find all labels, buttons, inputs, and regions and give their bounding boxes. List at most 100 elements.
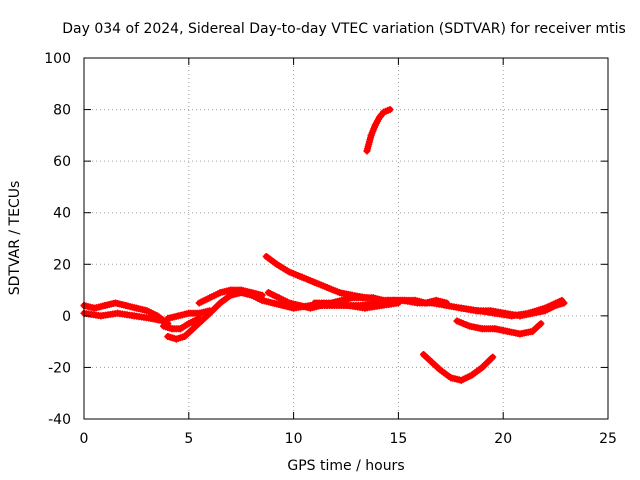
x-tick-label: 15 <box>389 431 407 447</box>
data-point <box>132 304 140 312</box>
grid <box>84 58 608 419</box>
data-point <box>269 299 277 307</box>
data-point <box>168 325 176 333</box>
data-points <box>80 106 568 384</box>
data-point <box>524 309 532 317</box>
data-point <box>447 374 455 382</box>
data-point <box>386 106 394 114</box>
data-point <box>371 121 379 129</box>
y-tick-label: 0 <box>62 309 71 325</box>
data-point <box>285 299 293 307</box>
data-point <box>344 302 352 310</box>
data-point <box>361 304 369 312</box>
data-point <box>384 296 392 304</box>
data-point <box>363 147 371 155</box>
data-point <box>491 325 499 333</box>
data-point <box>428 358 436 366</box>
y-tick-label: 100 <box>44 51 71 67</box>
data-point <box>516 330 524 338</box>
data-point <box>275 294 283 302</box>
data-point <box>336 289 344 297</box>
series-arc-11 <box>363 106 394 155</box>
data-point <box>262 253 270 261</box>
data-point <box>248 289 256 297</box>
data-point <box>474 307 482 315</box>
data-point <box>378 302 386 310</box>
series-arc-4 <box>164 289 298 343</box>
data-point <box>399 296 407 304</box>
data-point <box>143 307 151 315</box>
data-point <box>216 289 224 297</box>
data-point <box>376 113 384 121</box>
data-point <box>537 320 545 328</box>
data-point <box>311 299 319 307</box>
data-point <box>420 351 428 359</box>
x-tick-label: 25 <box>599 431 617 447</box>
data-point <box>195 299 203 307</box>
data-point <box>541 304 549 312</box>
data-point <box>101 302 109 310</box>
data-point <box>160 322 168 330</box>
chart-title: Day 034 of 2024, Sidereal Day-to-day VTE… <box>62 21 626 37</box>
series-arc-5 <box>164 307 214 322</box>
data-point <box>195 309 203 317</box>
data-point <box>457 376 465 384</box>
data-point <box>237 286 245 294</box>
data-point <box>164 332 172 340</box>
data-point <box>478 363 486 371</box>
data-point <box>508 312 516 320</box>
data-point <box>206 307 214 315</box>
data-point <box>558 296 566 304</box>
data-point <box>311 278 319 286</box>
data-point <box>348 294 356 302</box>
y-tick-label: 60 <box>53 154 71 170</box>
x-tick-label: 20 <box>494 431 512 447</box>
data-point <box>216 299 224 307</box>
data-point <box>285 268 293 276</box>
data-point <box>369 294 377 302</box>
data-point <box>359 294 367 302</box>
data-point <box>436 366 444 374</box>
data-point <box>197 317 205 325</box>
data-point <box>172 335 180 343</box>
data-point <box>468 371 476 379</box>
data-point <box>206 294 214 302</box>
data-point <box>111 299 119 307</box>
data-point <box>489 353 497 361</box>
data-point <box>185 320 193 328</box>
series-arc-15 <box>457 296 566 320</box>
data-point <box>380 108 388 116</box>
data-point <box>114 309 122 317</box>
data-point <box>258 291 266 299</box>
data-point <box>97 312 105 320</box>
data-point <box>529 327 537 335</box>
series-arc-14 <box>453 317 545 338</box>
series-line <box>263 253 370 301</box>
data-point <box>290 304 298 312</box>
data-point <box>478 325 486 333</box>
data-point <box>413 299 421 307</box>
y-tick-label: 20 <box>53 257 71 273</box>
x-tick-label: 5 <box>184 431 193 447</box>
data-point <box>367 131 375 139</box>
data-point <box>306 302 314 310</box>
series-arc-3 <box>160 314 203 333</box>
x-tick-label: 10 <box>285 431 303 447</box>
x-tick-label: 0 <box>80 431 89 447</box>
data-point <box>264 289 272 297</box>
x-axis-label: GPS time / hours <box>287 458 404 474</box>
data-point <box>185 309 193 317</box>
y-axis-label: SDTVAR / TECUs <box>7 181 23 296</box>
data-point <box>503 327 511 335</box>
y-tick-label: 40 <box>53 206 71 222</box>
data-point <box>164 314 172 322</box>
data-point <box>457 304 465 312</box>
data-point <box>453 317 461 325</box>
data-point <box>491 309 499 317</box>
data-point <box>466 322 474 330</box>
data-point <box>181 332 189 340</box>
series-arc-10 <box>311 299 402 312</box>
data-point <box>428 299 436 307</box>
data-point <box>327 299 335 307</box>
